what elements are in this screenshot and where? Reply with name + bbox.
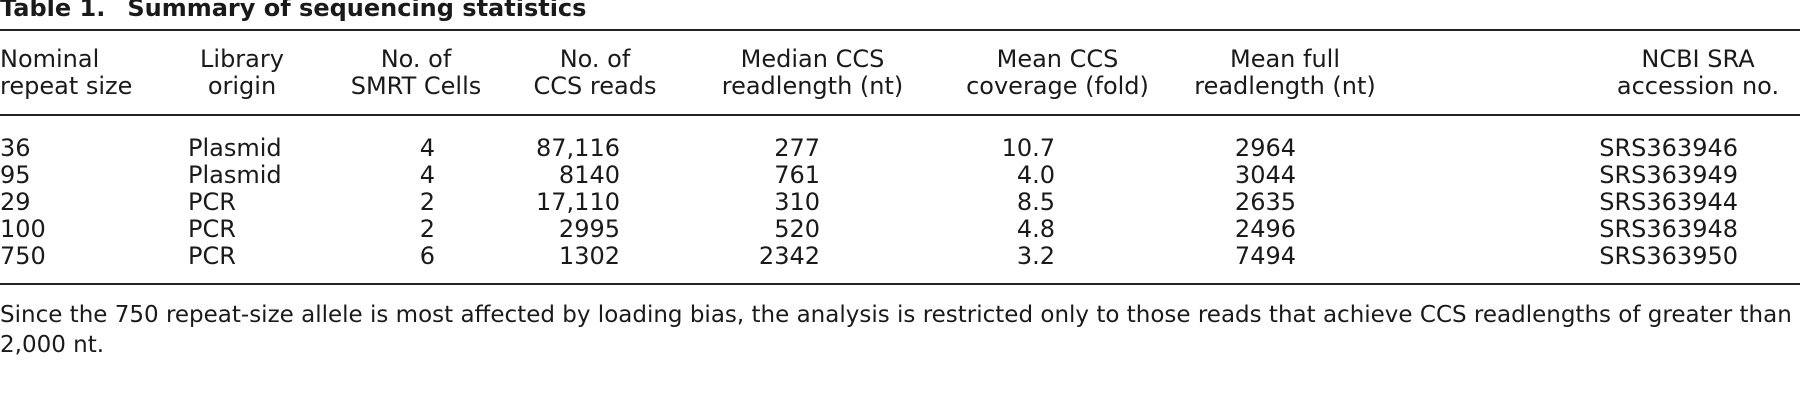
table-label: Table 1.	[0, 0, 106, 22]
cell-sra-accession: SRS363949	[1599, 161, 1738, 189]
cell-repeat-size: 750	[0, 242, 46, 270]
table-footnote: Since the 750 repeat-size allele is most…	[0, 302, 1792, 358]
cell-mean-full-readlength: 2496	[1234, 215, 1296, 243]
table-body: 36 Plasmid 4 87,116 277 10.7 2964 SRS363…	[0, 135, 1800, 270]
cell-sra-accession: SRS363946	[1599, 134, 1738, 162]
cell-ccs-reads: 2995	[558, 215, 620, 243]
table-row: 95 Plasmid 4 8140 761 4.0 3044 SRS363949	[0, 162, 1800, 189]
table-bottom-rule	[0, 283, 1800, 285]
header-mean-full-readlength: Mean full readlength (nt)	[1194, 45, 1376, 100]
table-title: Table 1. Summary of sequencing statistics	[0, 0, 586, 23]
header-median-ccs-readlength: Median CCS readlength (nt)	[721, 45, 904, 100]
cell-library-origin: Plasmid	[188, 161, 282, 189]
cell-ccs-reads: 87,116	[536, 134, 620, 162]
cell-mean-full-readlength: 2635	[1234, 188, 1296, 216]
header-ccs-reads: No. of CCS reads	[533, 45, 657, 100]
cell-sra-accession: SRS363944	[1599, 188, 1738, 216]
cell-smrt-cells: 6	[419, 242, 435, 270]
cell-mean-ccs-coverage: 8.5	[1016, 188, 1055, 216]
cell-repeat-size: 95	[0, 161, 31, 189]
cell-smrt-cells: 2	[419, 215, 435, 243]
cell-repeat-size: 36	[0, 134, 31, 162]
cell-smrt-cells: 4	[419, 161, 435, 189]
table-row: 29 PCR 2 17,110 310 8.5 2635 SRS363944	[0, 189, 1800, 216]
cell-median-ccs-readlength: 2342	[758, 242, 820, 270]
header-mean-ccs-coverage: Mean CCS coverage (fold)	[966, 45, 1149, 100]
cell-ccs-reads: 17,110	[536, 188, 620, 216]
table-header-rule	[0, 114, 1800, 116]
table-row: 36 Plasmid 4 87,116 277 10.7 2964 SRS363…	[0, 135, 1800, 162]
table-row: 750 PCR 6 1302 2342 3.2 7494 SRS363950	[0, 243, 1800, 270]
header-library-origin: Library origin	[200, 45, 284, 100]
cell-mean-ccs-coverage: 3.2	[1016, 242, 1055, 270]
cell-mean-ccs-coverage: 4.8	[1016, 215, 1055, 243]
cell-mean-full-readlength: 2964	[1234, 134, 1296, 162]
cell-sra-accession: SRS363948	[1599, 215, 1738, 243]
cell-median-ccs-readlength: 310	[774, 188, 820, 216]
cell-ccs-reads: 1302	[558, 242, 620, 270]
header-ncbi-sra-accession: NCBI SRA accession no.	[1616, 45, 1780, 100]
cell-mean-ccs-coverage: 10.7	[1001, 134, 1055, 162]
cell-smrt-cells: 4	[419, 134, 435, 162]
cell-median-ccs-readlength: 277	[774, 134, 820, 162]
cell-median-ccs-readlength: 761	[774, 161, 820, 189]
cell-library-origin: PCR	[188, 188, 236, 216]
cell-sra-accession: SRS363950	[1599, 242, 1738, 270]
header-nominal-repeat-size: Nominal repeat size	[0, 45, 133, 100]
cell-mean-ccs-coverage: 4.0	[1016, 161, 1055, 189]
cell-median-ccs-readlength: 520	[774, 215, 820, 243]
cell-mean-full-readlength: 3044	[1234, 161, 1296, 189]
cell-ccs-reads: 8140	[558, 161, 620, 189]
table-row: 100 PCR 2 2995 520 4.8 2496 SRS363948	[0, 216, 1800, 243]
cell-repeat-size: 29	[0, 188, 31, 216]
cell-repeat-size: 100	[0, 215, 46, 243]
cell-library-origin: PCR	[188, 215, 236, 243]
cell-smrt-cells: 2	[419, 188, 435, 216]
cell-mean-full-readlength: 7494	[1234, 242, 1296, 270]
table-top-rule	[0, 29, 1800, 31]
header-smrt-cells: No. of SMRT Cells	[350, 45, 482, 100]
cell-library-origin: Plasmid	[188, 134, 282, 162]
cell-library-origin: PCR	[188, 242, 236, 270]
table-caption: Summary of sequencing statistics	[127, 0, 587, 22]
